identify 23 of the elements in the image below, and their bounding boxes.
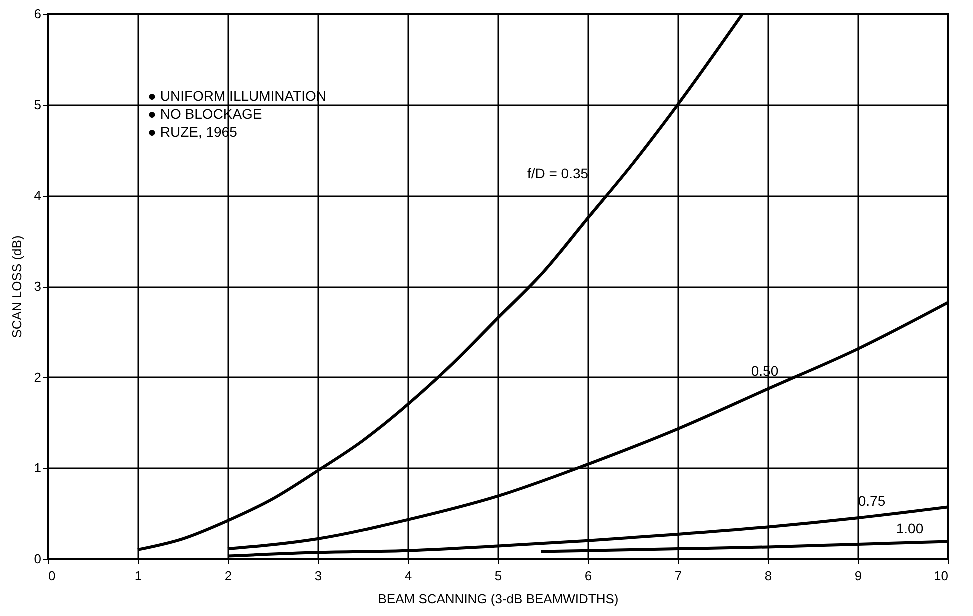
y-axis-title: SCAN LOSS (dB) — [9, 236, 24, 338]
y-tick-label: 0 — [34, 552, 42, 566]
x-axis-title: BEAM SCANNING (3-dB BEAMWIDTHS) — [378, 592, 619, 606]
x-tick-label: 6 — [584, 568, 592, 584]
y-tick-label: 4 — [34, 188, 42, 204]
y-tick-label: 2 — [34, 370, 42, 385]
x-tick-label: 8 — [764, 568, 772, 584]
x-tick-label: 7 — [674, 568, 682, 584]
y-tick-label: 3 — [34, 279, 42, 294]
series-label: 1.00 — [896, 520, 924, 537]
x-tick-label: 10 — [934, 568, 948, 584]
y-tick-label: 1 — [34, 460, 42, 476]
y-tick-label: 6 — [34, 6, 42, 22]
series-label: 0.75 — [858, 493, 886, 510]
x-tick-label: 0 — [48, 568, 56, 584]
x-tick-label: 9 — [854, 568, 862, 584]
x-tick-label: 3 — [314, 568, 322, 584]
x-tick-label: 5 — [494, 568, 502, 584]
series-label: f/D = 0.35 — [527, 165, 589, 182]
x-tick-label: 2 — [224, 568, 232, 584]
x-tick-label: 4 — [404, 568, 412, 584]
x-tick-label: 1 — [134, 568, 142, 584]
y-tick-label: 5 — [34, 97, 42, 112]
